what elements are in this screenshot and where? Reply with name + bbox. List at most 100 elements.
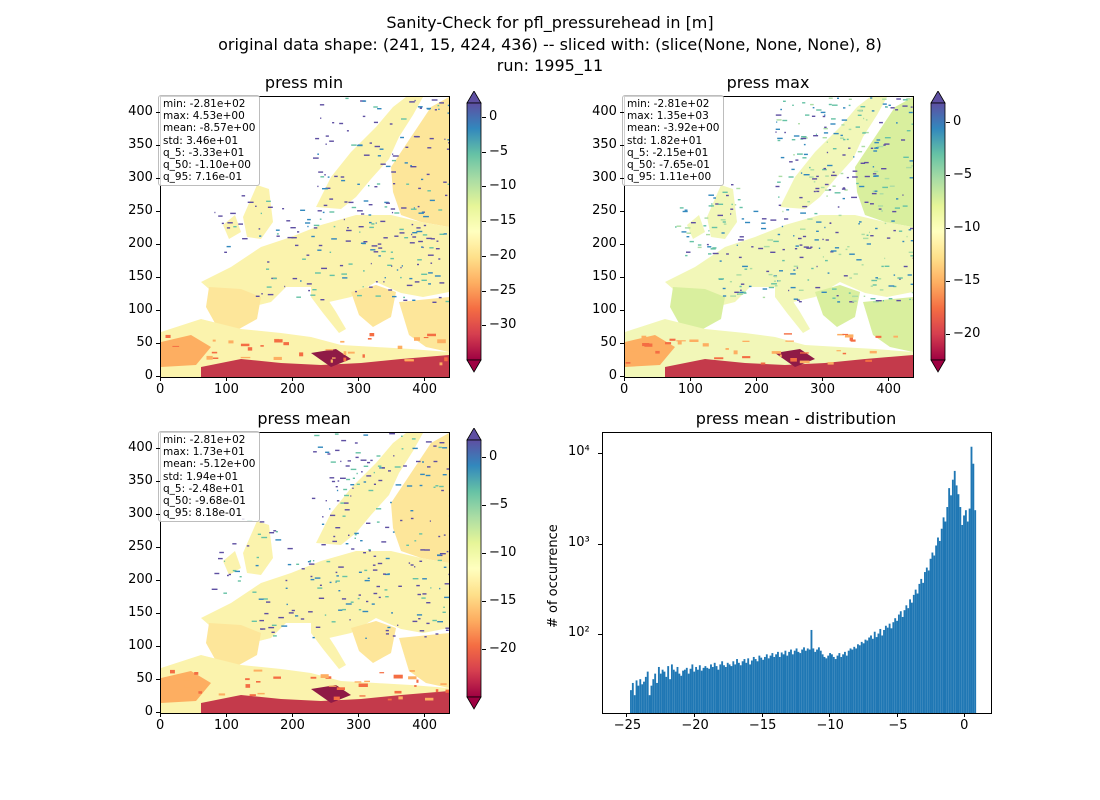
histogram-bar <box>834 659 837 713</box>
histogram-bar <box>637 685 640 713</box>
histogram-bar <box>797 651 800 713</box>
histogram-bar <box>964 510 967 713</box>
x-tick-label: 0 <box>156 718 165 733</box>
histogram-bar <box>907 608 910 713</box>
y-tick-mark <box>620 309 624 311</box>
histogram-bar <box>788 651 791 713</box>
histogram-bar <box>827 655 830 713</box>
stat-line: mean: -8.57e+00 <box>163 122 256 135</box>
stats-box-press-min: min: -2.81e+02 max: 4.53e+00 mean: -8.57e+… <box>158 95 261 187</box>
histogram-bar <box>929 558 932 713</box>
histogram-bar <box>870 635 872 713</box>
y-tick-mark <box>156 177 160 179</box>
histogram-bar <box>817 647 820 713</box>
histogram-bar <box>630 690 632 713</box>
histogram-bar <box>721 661 724 713</box>
histogram-bar <box>684 669 686 713</box>
colorbar-gradient <box>466 102 482 361</box>
colorbar-tick-mark <box>482 255 486 257</box>
histogram-bar <box>845 655 848 713</box>
y-tick-label: 150 <box>128 268 153 284</box>
histogram-bar <box>801 649 804 713</box>
y-tick-mark <box>156 309 160 311</box>
histogram-bar <box>780 652 783 713</box>
y-tick-mark <box>620 243 624 245</box>
histogram-bar <box>665 676 668 713</box>
y-tick-label: 200 <box>592 235 617 251</box>
x-tick-label: 300 <box>810 382 835 397</box>
histogram-bar <box>790 649 792 713</box>
histogram-bar <box>680 675 683 713</box>
hist-x-tick-mark <box>829 713 831 717</box>
x-tick-mark <box>292 377 294 381</box>
x-tick-label: 200 <box>744 382 769 397</box>
histogram-bar <box>860 641 863 713</box>
histogram-bar <box>864 639 867 713</box>
histogram-bar <box>667 666 670 713</box>
histogram-bar <box>635 680 638 713</box>
histogram-bar <box>793 650 796 713</box>
hist-x-tick-mark <box>896 713 898 717</box>
figure-title-line-1: Sanity-Check for pfl_pressurehead in [m] <box>386 13 714 32</box>
histogram-bar <box>912 594 915 713</box>
y-tick-label: 250 <box>128 202 153 218</box>
histogram-bar <box>823 656 826 713</box>
colorbar-tick-mark <box>946 227 950 229</box>
y-tick-label: 250 <box>128 538 153 554</box>
hist-x-tick-label: 0 <box>960 718 969 733</box>
histogram-bar <box>925 567 928 713</box>
stat-line: min: -2.81e+02 <box>163 98 246 110</box>
histogram-bar <box>830 654 833 713</box>
histogram-bar <box>756 661 759 713</box>
histogram-bar <box>840 656 843 713</box>
histogram-bar <box>909 599 911 713</box>
histogram-bar <box>838 653 841 713</box>
colorbar-tick-mark <box>482 601 486 603</box>
panel-title-press-min: press min <box>264 73 344 92</box>
stat-line: max: 1.73e+01 <box>163 446 245 459</box>
histogram-bar <box>669 679 671 713</box>
histogram-bar <box>951 479 954 713</box>
colorbar-tick-label: 0 <box>953 114 962 130</box>
stat-line: q_95: 7.16e-01 <box>163 171 243 184</box>
panel-title-distribution: press mean - distribution <box>695 409 897 428</box>
y-tick-mark <box>620 111 624 113</box>
histogram-bar <box>791 654 794 713</box>
histogram-bar <box>946 507 949 713</box>
histogram-bar <box>844 651 846 713</box>
histogram-bar <box>633 695 636 713</box>
histogram-bar <box>687 673 690 713</box>
x-tick-mark <box>226 377 228 381</box>
stat-line: std: 1.94e+01 <box>163 470 239 483</box>
histogram-bar <box>685 667 688 713</box>
x-tick-mark <box>226 713 228 717</box>
histogram-bar <box>728 664 731 713</box>
colorbar-tick-mark <box>946 280 950 282</box>
histogram-bar <box>799 653 802 713</box>
colorbar-tick-mark <box>946 122 950 124</box>
colorbar-tick-mark <box>946 333 950 335</box>
histogram-bar <box>940 528 943 713</box>
histogram-bar <box>708 668 711 713</box>
histogram-bar <box>782 654 785 713</box>
histogram-bar <box>938 540 941 713</box>
y-tick-mark <box>156 612 160 614</box>
histogram-bar <box>890 628 893 713</box>
histogram-bar <box>974 510 977 713</box>
colorbar-tick-mark <box>482 186 486 188</box>
x-tick-label: 300 <box>346 382 371 397</box>
histogram-bar <box>899 611 902 713</box>
histogram-bar <box>674 671 677 713</box>
histogram-bar <box>931 552 934 713</box>
histogram-bar <box>710 664 712 713</box>
histogram-bar <box>769 655 772 713</box>
histogram-bar <box>922 582 925 713</box>
histogram-bar <box>760 657 763 713</box>
colorbar-tick-mark <box>482 151 486 153</box>
histogram-bar <box>883 629 885 713</box>
colorbar-tick-label: −20 <box>489 641 517 657</box>
stat-line: q_5: -3.33e+01 <box>163 146 245 159</box>
y-tick-mark <box>156 342 160 344</box>
histogram-bar <box>631 682 634 713</box>
y-tick-label: 300 <box>128 505 153 521</box>
